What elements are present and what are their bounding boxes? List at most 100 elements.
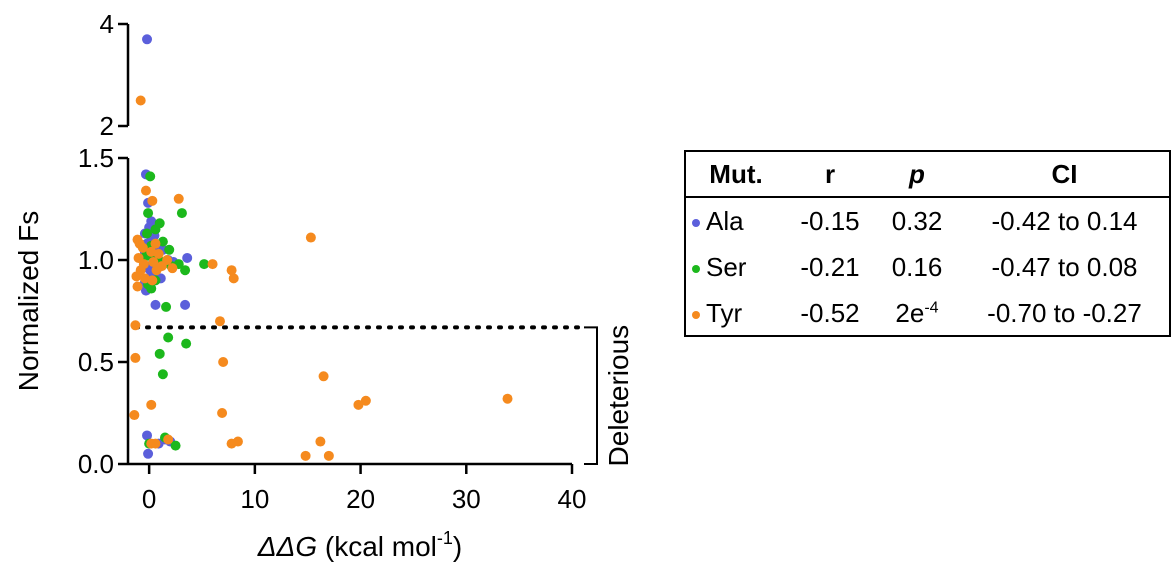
y-tick-label: 1.5	[78, 143, 114, 173]
p-value-base: 0.32	[891, 205, 943, 236]
data-point	[318, 371, 329, 382]
stats-row-tyr: Tyr -0.52 2e-4 -0.70 to -0.27	[686, 290, 1169, 336]
data-point	[142, 228, 153, 239]
x-axis-title-unit: (kcal mol	[317, 531, 437, 562]
p-value: 0.32	[874, 197, 960, 244]
header-mut: Mut.	[686, 152, 786, 198]
data-point	[147, 275, 158, 286]
data-point	[228, 273, 239, 284]
data-point	[305, 232, 316, 243]
data-point	[143, 448, 154, 459]
p-value: 2e-4	[874, 290, 960, 336]
data-point	[137, 242, 148, 253]
y-tick-label: 0.0	[78, 449, 114, 479]
x-tick-label: 10	[240, 484, 269, 514]
data-point	[135, 95, 146, 106]
data-point	[173, 193, 184, 204]
data-point	[150, 299, 161, 310]
series-dot-icon	[692, 310, 700, 319]
mut-label: Ser	[706, 251, 747, 282]
header-ci: CI	[960, 152, 1169, 198]
data-point	[226, 265, 237, 276]
chart-axes	[118, 22, 574, 474]
data-point	[161, 301, 172, 312]
data-point	[167, 263, 178, 274]
data-point	[180, 265, 191, 276]
y-tick-label: 1.0	[78, 245, 114, 275]
data-point	[142, 430, 153, 441]
data-point	[151, 265, 162, 276]
p-value-base: 0.16	[891, 251, 943, 282]
data-point	[163, 434, 174, 445]
data-point	[502, 393, 513, 404]
mut-cell: Tyr	[686, 290, 786, 336]
data-point	[147, 195, 158, 206]
mut-cell: Ser	[686, 244, 786, 290]
stats-row-ala: Ala -0.15 0.32 -0.42 to 0.14	[686, 197, 1169, 244]
data-point	[154, 348, 165, 359]
ci-value: -0.42 to 0.14	[991, 205, 1138, 236]
statistics-table: Mut. r p CI Ala -0.15 0.32 -0.42 to 0.14…	[684, 150, 1171, 337]
data-point	[153, 248, 164, 259]
stats-row-ser: Ser -0.21 0.16 -0.47 to 0.08	[686, 244, 1169, 290]
p-value-exponent: -4	[924, 298, 939, 316]
mut-label: Ala	[706, 205, 744, 236]
series-tyr	[129, 95, 513, 461]
r-value: -0.21	[800, 251, 860, 282]
data-point	[146, 283, 157, 294]
data-point	[150, 238, 161, 249]
x-axis-title-sup: -1	[437, 528, 453, 548]
data-point	[148, 257, 159, 268]
p-value: 0.16	[874, 244, 960, 290]
y-axis-title: Normalized Fs	[13, 211, 44, 391]
data-point	[207, 259, 218, 270]
ci-value: -0.70 to -0.27	[987, 297, 1142, 328]
data-point	[164, 244, 175, 255]
r-value: -0.52	[800, 297, 860, 328]
header-p: p	[874, 152, 960, 198]
data-point	[132, 281, 143, 292]
data-point	[146, 399, 157, 410]
data-point	[199, 259, 210, 270]
p-value-base: 2e	[895, 297, 925, 328]
data-point	[180, 299, 191, 310]
data-point	[226, 438, 237, 449]
data-point	[360, 395, 371, 406]
deleterious-label: Deleterious	[603, 325, 634, 467]
data-point	[315, 436, 326, 447]
data-point	[163, 332, 174, 343]
r-value: -0.15	[800, 205, 860, 236]
data-point	[218, 357, 229, 367]
data-point	[130, 320, 141, 331]
x-tick-label: 30	[452, 484, 481, 514]
data-point	[300, 450, 311, 461]
data-point	[146, 438, 157, 449]
deleterious-bracket	[584, 326, 598, 465]
data-point	[353, 399, 364, 410]
data-point	[130, 352, 141, 363]
mut-cell: Ala	[686, 197, 786, 244]
y-tick-label: 0.5	[78, 347, 114, 377]
data-point	[129, 410, 140, 421]
mut-label: Tyr	[706, 297, 743, 328]
x-axis-title: ΔΔG (kcal mol-1)	[257, 528, 463, 562]
data-point	[181, 338, 192, 349]
x-tick-label: 40	[558, 484, 587, 514]
data-points	[129, 34, 513, 461]
series-dot-icon	[692, 218, 700, 227]
data-point	[157, 369, 168, 380]
x-tick-label: 0	[142, 484, 156, 514]
data-point	[214, 316, 225, 327]
data-point	[150, 224, 161, 235]
data-point	[170, 440, 181, 451]
y-tick-label: 4	[100, 9, 114, 39]
data-point	[140, 185, 151, 196]
y-tick-label: 2	[100, 111, 114, 141]
data-point	[182, 252, 193, 263]
data-point	[142, 34, 153, 45]
stats-table: Mut. r p CI Ala -0.15 0.32 -0.42 to 0.14…	[686, 152, 1169, 336]
data-point	[323, 450, 334, 461]
x-axis-title-var: ΔΔG	[257, 531, 317, 562]
header-r: r	[786, 152, 874, 198]
